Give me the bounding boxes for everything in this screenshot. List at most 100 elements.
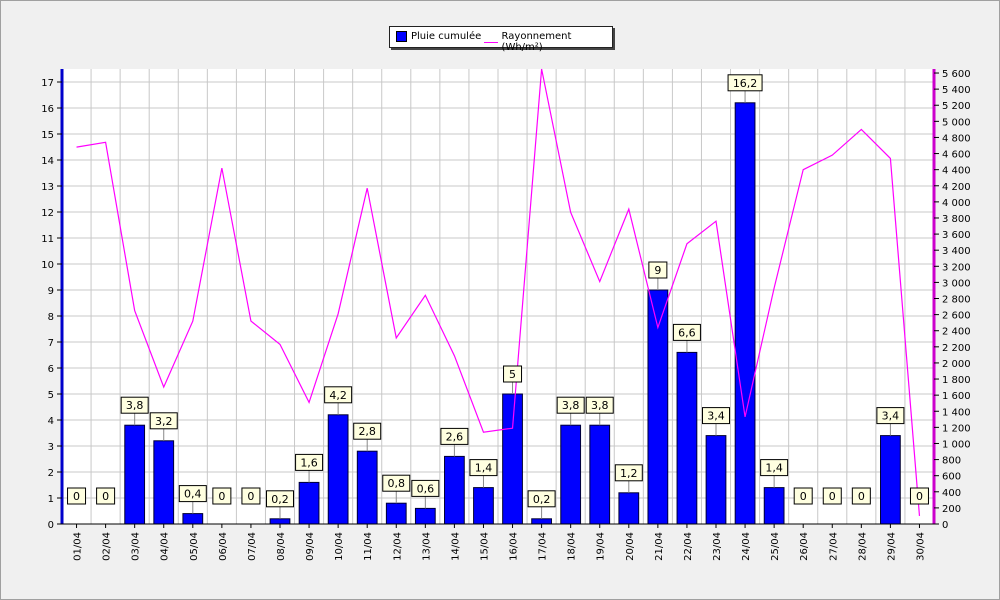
x-tick-label: 14/04 [450, 532, 461, 561]
y-left-tick-label: 12 [41, 208, 54, 219]
data-label: 1,4 [765, 462, 783, 475]
data-label-box [295, 453, 324, 471]
data-label: 0,2 [533, 493, 551, 506]
bar [618, 492, 640, 525]
data-label: 4,2 [329, 389, 347, 402]
data-label: 3,8 [591, 399, 609, 412]
data-label: 0 [829, 490, 836, 503]
y-left-tick-label: 17 [41, 78, 54, 89]
bar [298, 481, 320, 525]
x-tick-label: 01/04 [73, 532, 84, 561]
bar [531, 518, 552, 525]
x-tick-label: 05/04 [189, 532, 200, 561]
data-label: 3,8 [126, 399, 144, 412]
y-right-tick-label: 4 600 [942, 150, 971, 161]
x-tick-label: 17/04 [538, 532, 549, 561]
data-label: 0 [102, 490, 109, 503]
x-tick-label: 04/04 [160, 532, 171, 561]
y-right-tick-label: 2 000 [942, 359, 971, 370]
data-label: 1,2 [620, 467, 638, 480]
y-right-tick-label: 2 200 [942, 343, 971, 354]
x-tick-label: 09/04 [305, 532, 316, 561]
data-label-box [178, 485, 207, 503]
x-tick-label: 18/04 [567, 532, 578, 561]
data-label-box [149, 412, 178, 430]
y-right-tick-label: 1 600 [942, 391, 971, 402]
data-label: 0 [858, 490, 865, 503]
bar [356, 450, 378, 525]
y-left-tick-label: 5 [48, 390, 54, 401]
y-right-tick-label: 1 800 [942, 375, 971, 386]
x-tick-label: 08/04 [276, 532, 287, 561]
y-right-tick-label: 2 800 [942, 295, 971, 306]
y-left-tick-label: 0 [48, 520, 54, 531]
data-label-box [503, 365, 523, 383]
data-label-box [614, 464, 643, 482]
x-tick-label: 15/04 [479, 532, 490, 561]
data-label: 0 [218, 490, 225, 503]
x-tick-label: 20/04 [625, 532, 636, 561]
y-right-tick-label: 5 600 [942, 69, 971, 80]
data-label-box [585, 396, 614, 414]
y-right-tick-label: 2 400 [942, 327, 971, 338]
legend-line-swatch [484, 41, 498, 43]
series-line-radiation [76, 68, 921, 516]
data-label-box [382, 474, 411, 492]
y-right-tick-label: 4 000 [942, 198, 971, 209]
y-right-tick-label: 600 [942, 472, 961, 483]
y-right-tick-label: 200 [942, 504, 961, 515]
data-label-box [822, 487, 842, 505]
data-label: 0 [800, 490, 807, 503]
y-left-tick-label: 3 [48, 442, 54, 453]
bar [124, 424, 146, 525]
data-label-box [120, 396, 149, 414]
data-label-box [760, 459, 789, 477]
data-label-box [67, 487, 87, 505]
bar [269, 518, 291, 525]
legend: Pluie cumulée Rayonnement (Wh/m²) [389, 26, 613, 53]
y-left-tick-label: 15 [41, 130, 54, 141]
y-right-tick-label: 1 200 [942, 423, 971, 434]
y-left-tick-label: 9 [48, 286, 54, 297]
x-tick-label: 06/04 [218, 532, 229, 561]
bar [502, 393, 523, 525]
data-label: 0 [247, 490, 254, 503]
data-label-box [727, 74, 763, 92]
x-tick-label: 27/04 [828, 532, 839, 561]
legend-item-radiation: Rayonnement (Wh/m²) [484, 31, 612, 53]
y-right-tick-label: 1 000 [942, 439, 971, 450]
x-tick-label: 07/04 [247, 532, 258, 561]
data-label: 0,2 [271, 493, 289, 506]
data-label: 0,4 [184, 488, 202, 501]
y-right-tick-label: 4 800 [942, 133, 971, 144]
y-left-tick-label: 2 [48, 468, 54, 479]
bar [763, 487, 785, 525]
data-label: 3,8 [562, 399, 580, 412]
data-label-box [876, 407, 905, 425]
y-right-tick-label: 3 800 [942, 214, 971, 225]
x-tick-label: 13/04 [421, 532, 432, 561]
legend-label-radiation: Rayonnement (Wh/m²) [501, 31, 572, 53]
y-left-tick-label: 4 [48, 416, 54, 427]
x-tick-label: 29/04 [886, 532, 897, 561]
y-right-tick-label: 4 400 [942, 166, 971, 177]
x-tick-label: 23/04 [712, 532, 723, 561]
legend-bar-swatch [396, 31, 407, 42]
x-tick-label: 16/04 [509, 532, 520, 561]
y-right-tick-label: 3 200 [942, 262, 971, 273]
legend-item-rain: Pluie cumulée [396, 31, 481, 42]
x-tick-label: 19/04 [596, 532, 607, 561]
data-label-box [324, 386, 353, 404]
y-right-tick-label: 3 000 [942, 278, 971, 289]
bar [414, 507, 436, 525]
data-label: 9 [654, 264, 661, 277]
x-tick-label: 28/04 [857, 532, 868, 561]
data-label: 1,6 [300, 456, 318, 469]
data-label-box [469, 459, 498, 477]
x-tick-label: 24/04 [741, 532, 752, 561]
data-label: 6,6 [678, 326, 696, 339]
data-label-box [909, 487, 929, 505]
y-left-tick-label: 16 [41, 104, 54, 115]
